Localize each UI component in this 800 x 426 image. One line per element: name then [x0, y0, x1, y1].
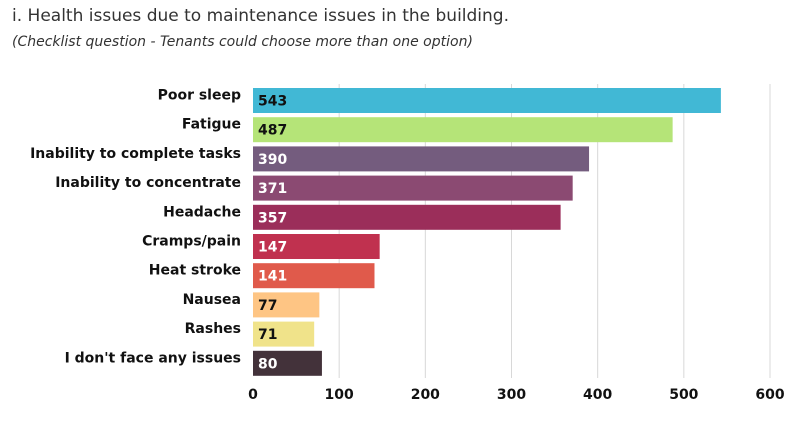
data-label: 147 — [258, 240, 287, 256]
data-label: 390 — [258, 152, 287, 168]
x-tick-label: 100 — [325, 387, 354, 403]
data-label: 487 — [258, 123, 287, 139]
bar — [253, 88, 721, 113]
data-label: 141 — [258, 269, 287, 285]
x-tick-label: 600 — [755, 387, 784, 403]
bar — [253, 321, 315, 347]
bar — [253, 234, 380, 259]
x-tick-label: 200 — [411, 387, 440, 403]
category-label: Cramps/pain — [142, 234, 241, 250]
bar — [253, 146, 590, 172]
data-label: 80 — [258, 356, 278, 372]
x-tick-label: 400 — [583, 387, 612, 403]
category-label: Inability to concentrate — [55, 175, 241, 191]
data-label: 71 — [258, 327, 277, 343]
x-tick-label: 0 — [248, 387, 258, 403]
x-tick-label: 500 — [669, 387, 698, 403]
data-label: 77 — [258, 298, 277, 314]
chart-title: i. Health issues due to maintenance issu… — [12, 6, 509, 26]
data-label: 371 — [258, 181, 287, 197]
category-label: Inability to complete tasks — [30, 146, 241, 162]
category-label: Fatigue — [182, 117, 241, 133]
x-tick-label: 300 — [497, 387, 526, 403]
bar — [253, 204, 561, 230]
category-label: Headache — [163, 204, 241, 220]
category-label: Heat stroke — [149, 263, 241, 279]
data-label: 357 — [258, 210, 287, 226]
bar — [253, 292, 320, 318]
category-label: Nausea — [183, 292, 241, 308]
category-label: Poor sleep — [158, 88, 241, 104]
chart-subtitle: (Checklist question - Tenants could choo… — [12, 34, 473, 50]
category-label: I don't face any issues — [65, 350, 241, 366]
bar — [253, 117, 673, 143]
bar — [253, 350, 322, 376]
bar — [253, 263, 375, 289]
category-label: Rashes — [185, 321, 241, 337]
data-label: 543 — [258, 94, 287, 110]
bar — [253, 175, 573, 201]
